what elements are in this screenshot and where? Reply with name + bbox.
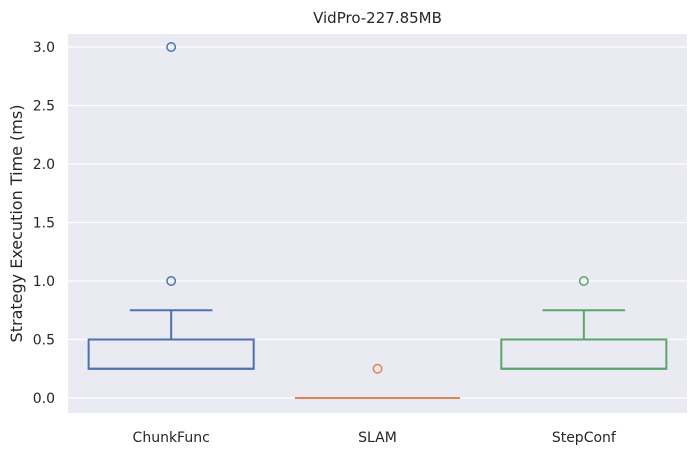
y-tick-label: 1.5: [33, 216, 55, 232]
y-tick-label: 0.5: [33, 333, 55, 349]
y-axis-label: Strategy Execution Time (ms): [7, 105, 26, 343]
chart-title: VidPro-227.85MB: [313, 9, 442, 27]
y-axis-ticks: 0.0 0.5 1.0 1.5 2.0 2.5 3.0: [33, 40, 55, 407]
outlier-point: [578, 276, 589, 286]
box-stepconf: [500, 276, 668, 370]
y-tick-label: 1.0: [33, 274, 55, 290]
plot-background: [68, 34, 687, 413]
x-tick-label: StepConf: [552, 430, 617, 446]
y-tick-label: 3.0: [33, 40, 55, 56]
box-plots: [87, 42, 668, 399]
outlier-point: [166, 276, 177, 286]
x-tick-label: SLAM: [358, 430, 397, 446]
box-slam: [294, 363, 461, 399]
box-chunkfunc: [87, 42, 255, 370]
outlier-point: [372, 363, 383, 374]
y-tick-label: 2.5: [33, 99, 55, 115]
y-tick-label: 2.0: [33, 157, 55, 173]
y-tick-label: 0.0: [33, 391, 55, 407]
x-tick-label: ChunkFunc: [133, 430, 210, 446]
outlier-point: [166, 42, 177, 52]
x-axis-ticks: ChunkFunc SLAM StepConf: [133, 430, 617, 446]
